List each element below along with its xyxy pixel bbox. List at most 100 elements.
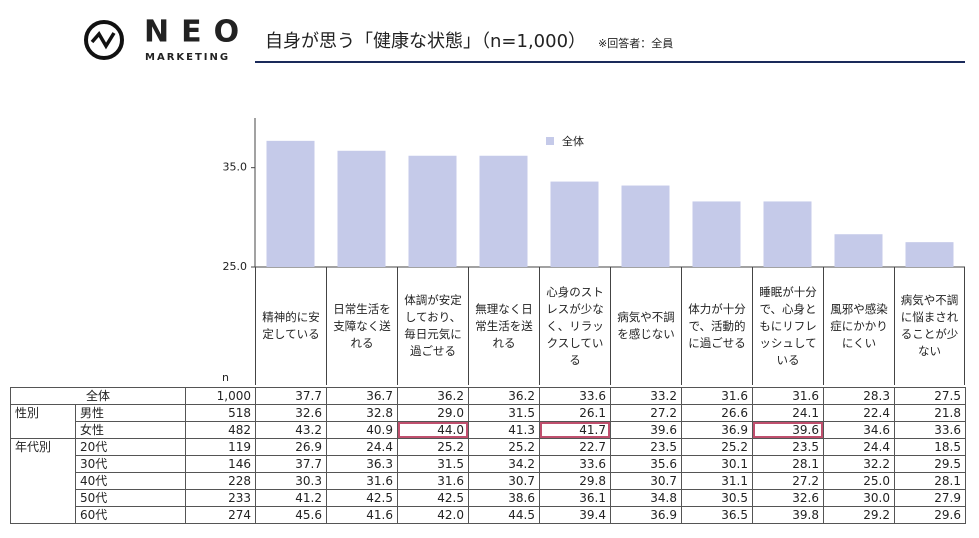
logo-main: NEO bbox=[144, 15, 251, 50]
row: 年代別 20代 119 26.9 24.4 25.2 25.2 22.7 23.5 25.2 23.… bbox=[10, 438, 966, 524]
category-label: 風邪や感染症にかかりにくい bbox=[823, 267, 894, 385]
value-cell: 30.1 bbox=[681, 455, 753, 473]
value-cell: 34.6 bbox=[823, 421, 895, 439]
value-cell: 24.4 bbox=[823, 438, 895, 456]
category-label: 病気や不調を感じない bbox=[610, 267, 681, 385]
value-cell: 32.8 bbox=[326, 404, 398, 422]
row: 30代 146 37.7 36.3 31.5 34.2 33.6 35.6 30.1 28.1 32… bbox=[11, 455, 966, 473]
value-cell: 23.5 bbox=[610, 438, 682, 456]
value-cell: 29.8 bbox=[539, 472, 611, 490]
value-cell: 31.6 bbox=[326, 472, 398, 490]
row-label: 男性 bbox=[75, 404, 186, 422]
value-cell: 33.6 bbox=[539, 455, 611, 473]
value-cell: 30.7 bbox=[468, 472, 540, 490]
bar bbox=[266, 140, 315, 267]
row-label: 50代 bbox=[75, 489, 186, 507]
value-cell: 35.6 bbox=[610, 455, 682, 473]
n-cell: 146 bbox=[185, 455, 256, 473]
value-cell: 32.6 bbox=[255, 404, 327, 422]
value-cell: 31.6 bbox=[397, 472, 469, 490]
value-cell: 44.0 bbox=[397, 421, 469, 439]
value-cell: 42.5 bbox=[326, 489, 398, 507]
data-table: 全体 1,000 37.7 36.7 36.2 36.2 33.6 33.2 31.6 31.6 2… bbox=[10, 387, 966, 524]
value-cell: 28.1 bbox=[894, 472, 966, 490]
logo-icon-line bbox=[90, 31, 116, 50]
logo-sub: MARKETING bbox=[145, 52, 230, 63]
value-cell: 24.4 bbox=[326, 438, 398, 456]
bar bbox=[479, 155, 528, 267]
value-cell: 41.2 bbox=[255, 489, 327, 507]
value-cell: 27.2 bbox=[610, 404, 682, 422]
value-cell: 40.9 bbox=[326, 421, 398, 439]
value-cell: 42.5 bbox=[397, 489, 469, 507]
value-cell: 36.2 bbox=[468, 387, 540, 405]
category-label: 無理なく日常生活を送れる bbox=[468, 267, 539, 385]
title: 自身が思う「健康な状態」（n=1,000） bbox=[265, 31, 586, 52]
value-cell: 22.7 bbox=[539, 438, 611, 456]
value-cell: 45.6 bbox=[255, 506, 327, 524]
value-cell: 25.2 bbox=[397, 438, 469, 456]
category-label: 日常生活を支障なく送れる bbox=[326, 267, 397, 385]
legend-label: 全体 bbox=[562, 134, 584, 148]
value-cell: 25.2 bbox=[468, 438, 540, 456]
value-cell: 21.8 bbox=[894, 404, 966, 422]
row: 50代 233 41.2 42.5 42.5 38.6 36.1 34.8 30.5 32.6 30… bbox=[11, 489, 966, 507]
bar bbox=[692, 201, 741, 267]
value-cell: 32.2 bbox=[823, 455, 895, 473]
value-cell: 41.6 bbox=[326, 506, 398, 524]
value-cell: 27.5 bbox=[894, 387, 966, 405]
group-label: 年代別 bbox=[10, 438, 76, 524]
value-cell: 36.5 bbox=[681, 506, 753, 524]
value-cell: 30.7 bbox=[610, 472, 682, 490]
value-cell: 39.6 bbox=[752, 421, 824, 439]
value-cell: 33.6 bbox=[539, 387, 611, 405]
value-cell: 41.3 bbox=[468, 421, 540, 439]
value-cell: 22.4 bbox=[823, 404, 895, 422]
value-cell: 39.6 bbox=[610, 421, 682, 439]
row-label: 20代 bbox=[75, 438, 186, 456]
n-cell: 482 bbox=[185, 421, 256, 439]
value-cell: 34.8 bbox=[610, 489, 682, 507]
value-cell: 29.2 bbox=[823, 506, 895, 524]
row: 女性 482 43.2 40.9 44.0 41.3 41.7 39.6 36.9 39.6 34.… bbox=[11, 421, 966, 439]
value-cell: 31.5 bbox=[397, 455, 469, 473]
category-label: 病気や不調に悩まされることが少ない bbox=[894, 267, 965, 385]
n-cell: 119 bbox=[185, 438, 256, 456]
row: 全体 1,000 37.7 36.7 36.2 36.2 33.6 33.2 31.6 31.6 2… bbox=[10, 387, 966, 405]
value-cell: 18.5 bbox=[894, 438, 966, 456]
bar bbox=[834, 234, 883, 267]
value-cell: 36.9 bbox=[610, 506, 682, 524]
row-label: 全体 bbox=[10, 387, 186, 405]
value-cell: 36.2 bbox=[397, 387, 469, 405]
value-cell: 41.7 bbox=[539, 421, 611, 439]
value-cell: 43.2 bbox=[255, 421, 327, 439]
n-cell: 233 bbox=[185, 489, 256, 507]
value-cell: 37.7 bbox=[255, 455, 327, 473]
value-cell: 39.4 bbox=[539, 506, 611, 524]
row-label: 女性 bbox=[75, 421, 186, 439]
value-cell: 38.6 bbox=[468, 489, 540, 507]
value-cell: 36.9 bbox=[681, 421, 753, 439]
value-cell: 27.2 bbox=[752, 472, 824, 490]
category-label: 精神的に安定している bbox=[255, 267, 326, 385]
n-cell: 1,000 bbox=[185, 387, 256, 405]
group-label: 性別 bbox=[10, 404, 76, 439]
value-cell: 34.2 bbox=[468, 455, 540, 473]
category-label: 睡眠が十分で、心身ともにリフレッシュしている bbox=[752, 267, 823, 385]
table-body: 全体 1,000 37.7 36.7 36.2 36.2 33.6 33.2 31.6 31.6 2… bbox=[10, 387, 966, 524]
value-cell: 44.5 bbox=[468, 506, 540, 524]
value-cell: 31.1 bbox=[681, 472, 753, 490]
bar bbox=[550, 181, 599, 267]
row: 60代 274 45.6 41.6 42.0 44.5 39.4 36.9 36.5 39.8 29… bbox=[11, 506, 966, 524]
logo-icon bbox=[84, 20, 124, 60]
bar bbox=[337, 150, 386, 267]
value-cell: 36.3 bbox=[326, 455, 398, 473]
category-label: 体力が十分で、活動的に過ごせる bbox=[681, 267, 752, 385]
y-tick-label: 35.0 bbox=[223, 161, 248, 174]
value-cell: 39.8 bbox=[752, 506, 824, 524]
value-cell: 29.0 bbox=[397, 404, 469, 422]
value-cell: 33.2 bbox=[610, 387, 682, 405]
row-label: 40代 bbox=[75, 472, 186, 490]
value-cell: 36.1 bbox=[539, 489, 611, 507]
bar bbox=[905, 242, 954, 267]
